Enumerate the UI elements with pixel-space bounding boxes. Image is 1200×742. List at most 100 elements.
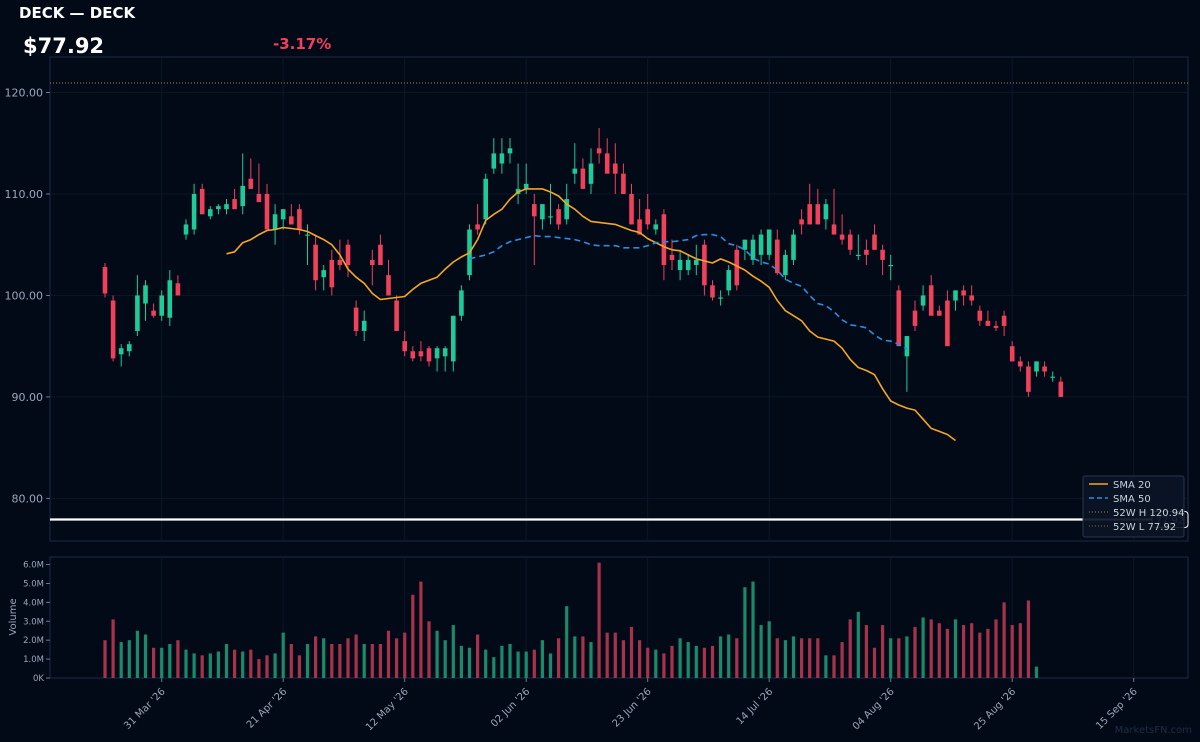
volume-bar — [565, 606, 569, 678]
candle-body — [685, 259, 691, 271]
candle-body — [961, 290, 966, 296]
candle-body — [799, 219, 804, 225]
volume-bar — [1002, 602, 1006, 678]
candle-body — [1009, 346, 1015, 362]
volume-bar — [1018, 623, 1022, 678]
candle-body — [896, 290, 902, 347]
vol-y-tick-label: 4.0M — [23, 598, 44, 608]
volume-bar — [889, 638, 893, 678]
x-tick-label: 21 Apr '26 — [245, 686, 289, 730]
volume-bar — [921, 617, 925, 678]
volume-bar — [492, 657, 496, 678]
volume-panel: 0K 1.0M 2.0M 3.0M 4.0M 5.0M 6.0M Volume — [8, 556, 1189, 684]
candle-body — [483, 178, 488, 220]
volume-bar — [654, 649, 658, 678]
candle-body — [742, 239, 748, 250]
candle-body — [264, 193, 270, 230]
volume-bar — [824, 655, 828, 678]
candle-body — [540, 204, 545, 220]
volume-bar — [297, 655, 301, 678]
volume-bar — [638, 640, 642, 678]
volume-bar — [970, 623, 974, 678]
volume-bar — [330, 643, 334, 678]
volume-bar — [613, 632, 617, 678]
volume-bar — [808, 638, 812, 678]
candle-body — [629, 193, 634, 225]
vol-y-tick-label: 0K — [33, 674, 44, 684]
volume-bar — [1034, 666, 1039, 678]
candle-body — [758, 234, 764, 255]
candle-body — [127, 344, 132, 352]
candle-body — [1050, 376, 1055, 378]
volume-bar — [451, 625, 455, 678]
volume-bar — [524, 651, 528, 678]
volume-bar — [152, 647, 156, 678]
volume-bar — [314, 636, 318, 678]
volume-bar — [143, 634, 148, 678]
vol-y-tick-label: 6.0M — [23, 561, 44, 571]
volume-bar — [532, 649, 536, 678]
volume-bar — [743, 587, 747, 678]
candle-body — [677, 259, 683, 271]
volume-bar — [986, 628, 990, 678]
candle-body — [928, 285, 934, 316]
volume-bar — [848, 619, 852, 678]
volume-bar — [305, 643, 310, 678]
candle-body — [807, 204, 812, 225]
candle-body — [507, 148, 513, 154]
volume-bar — [548, 653, 553, 678]
x-tick-label: 12 May '26 — [364, 686, 411, 733]
volume-bar — [273, 653, 277, 678]
candle-body — [297, 209, 302, 230]
candle-body — [321, 270, 326, 278]
volume-bar — [160, 647, 164, 678]
candle-body — [993, 325, 999, 328]
candle-body — [1001, 315, 1007, 326]
vol-y-tick-label: 5.0M — [23, 579, 44, 589]
candle-body — [718, 297, 723, 299]
candle-body — [151, 310, 156, 316]
volume-bar — [508, 643, 512, 678]
candle-body — [451, 315, 456, 362]
volume-bar — [735, 638, 739, 678]
volume-bar — [216, 651, 220, 678]
candle-body — [847, 234, 853, 250]
volume-bar — [646, 647, 650, 678]
candle-body — [653, 224, 659, 230]
candle-body — [726, 270, 731, 291]
candle-body — [856, 254, 861, 257]
candle-body — [442, 348, 448, 357]
volume-bar — [516, 651, 520, 678]
candle-body — [167, 280, 173, 318]
candle-body — [872, 234, 877, 250]
volume-bar — [354, 634, 358, 678]
volume-bar — [443, 640, 447, 678]
legend: SMA 20 SMA 50 52W H 120.94 52W L 77.92 — [1082, 475, 1185, 538]
volume-bar — [467, 647, 472, 678]
volume-bar — [419, 581, 423, 678]
candle-body — [1026, 366, 1031, 392]
candle-body — [953, 290, 958, 301]
candle-body — [232, 199, 237, 210]
volume-bar — [710, 645, 715, 678]
volume-bar — [135, 630, 139, 678]
volume-bar — [864, 625, 868, 678]
candle-body — [702, 244, 707, 286]
candle-body — [815, 204, 821, 225]
candle-body — [580, 168, 586, 189]
candle-body — [110, 300, 116, 359]
candle-body — [734, 249, 740, 286]
volume-bar — [395, 638, 399, 678]
candle-body — [199, 188, 205, 215]
legend-label: SMA 50 — [1113, 494, 1151, 505]
volume-bar — [573, 636, 577, 678]
candle-body — [831, 224, 837, 235]
volume-bar — [233, 649, 237, 678]
volume-bar — [589, 642, 593, 678]
volume-bar — [621, 640, 625, 678]
volume-bar — [127, 640, 131, 678]
legend-label: 52W H 120.94 — [1113, 508, 1184, 519]
